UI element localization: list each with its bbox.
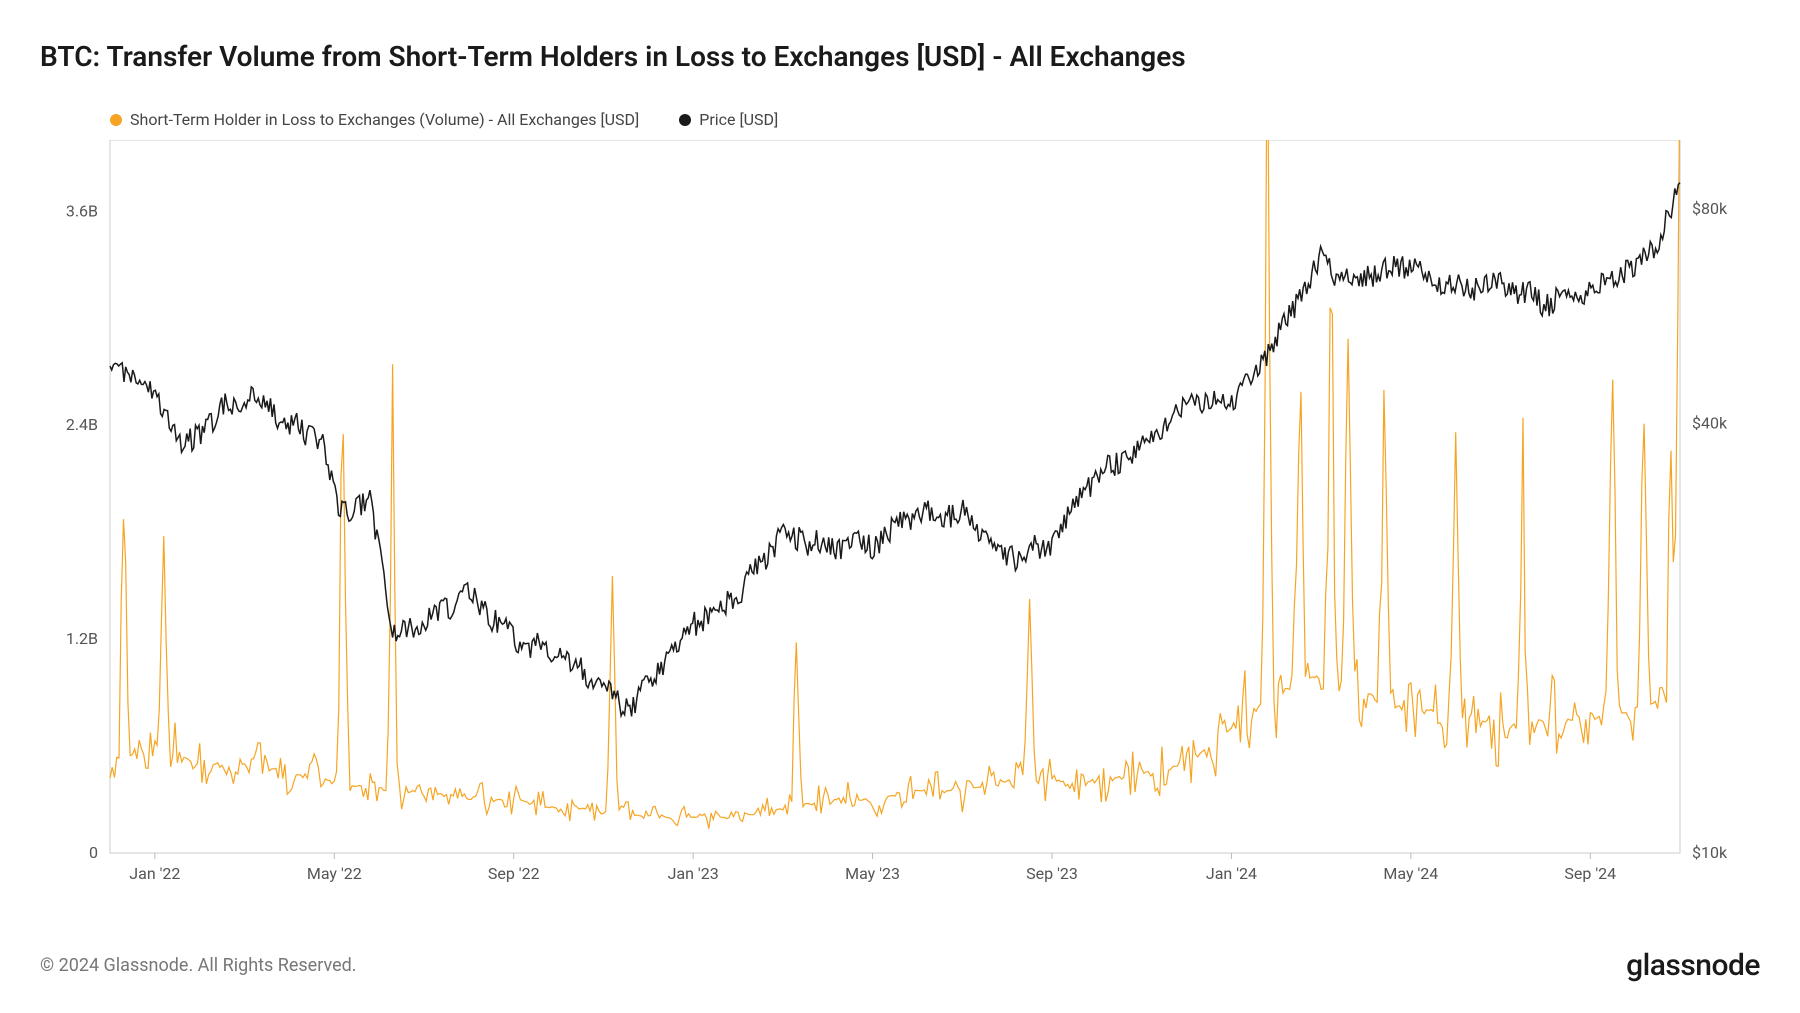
svg-text:$80k: $80k [1692, 199, 1728, 218]
legend-label-volume: Short-Term Holder in Loss to Exchanges (… [130, 110, 639, 129]
svg-text:Sep '22: Sep '22 [488, 864, 540, 883]
footer: © 2024 Glassnode. All Rights Reserved. g… [40, 948, 1760, 983]
svg-text:Sep '24: Sep '24 [1564, 864, 1616, 883]
svg-text:Jan '24: Jan '24 [1206, 864, 1257, 883]
svg-text:1.2B: 1.2B [66, 629, 98, 648]
legend-item-price: Price [USD] [679, 110, 778, 129]
svg-text:2.4B: 2.4B [66, 415, 98, 434]
copyright-text: © 2024 Glassnode. All Rights Reserved. [40, 955, 357, 976]
legend: Short-Term Holder in Loss to Exchanges (… [110, 110, 778, 129]
svg-text:May '24: May '24 [1383, 864, 1438, 883]
legend-label-price: Price [USD] [699, 110, 778, 129]
svg-text:Sep '23: Sep '23 [1026, 864, 1078, 883]
svg-text:May '22: May '22 [307, 864, 362, 883]
chart-svg: 0 1.2B 2.4B 3.6B $10k $40k $80k Jan '22 May '22 S… [40, 140, 1760, 893]
svg-text:Jan '23: Jan '23 [668, 864, 719, 883]
legend-dot-volume [110, 114, 122, 126]
svg-text:May '23: May '23 [845, 864, 900, 883]
legend-dot-price [679, 114, 691, 126]
svg-text:$40k: $40k [1692, 414, 1728, 433]
svg-text:3.6B: 3.6B [66, 201, 98, 220]
chart-area: 0 1.2B 2.4B 3.6B $10k $40k $80k Jan '22 May '22 S… [40, 140, 1760, 893]
page-root: BTC: Transfer Volume from Short-Term Hol… [0, 0, 1800, 1013]
chart-title: BTC: Transfer Volume from Short-Term Hol… [40, 40, 1760, 73]
svg-text:0: 0 [89, 843, 98, 862]
svg-text:Jan '22: Jan '22 [129, 864, 180, 883]
brand-logo-text: glassnode [1626, 948, 1760, 983]
svg-text:$10k: $10k [1692, 843, 1728, 862]
legend-item-volume: Short-Term Holder in Loss to Exchanges (… [110, 110, 639, 129]
